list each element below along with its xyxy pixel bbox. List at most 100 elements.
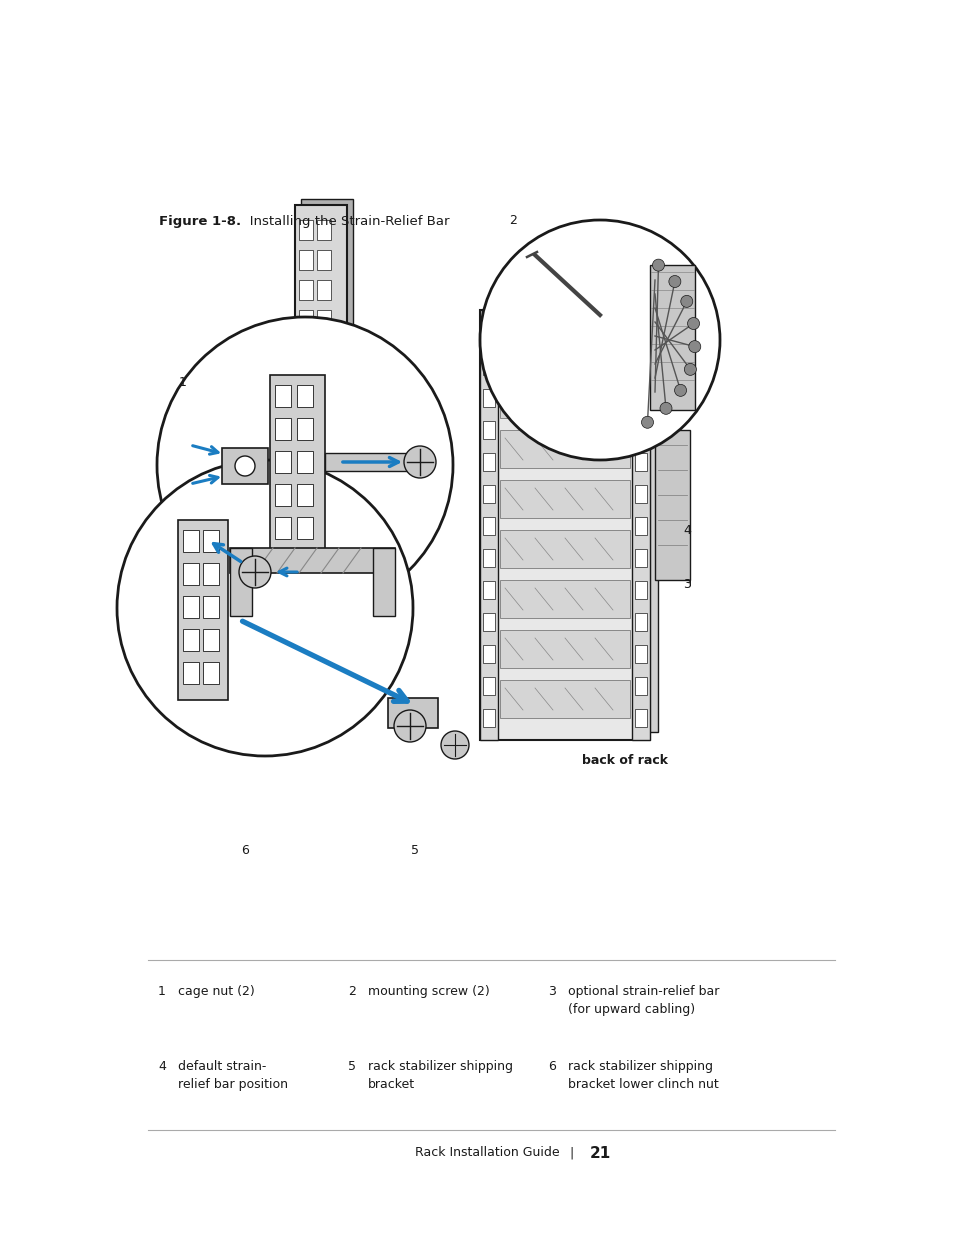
FancyBboxPatch shape [183, 629, 199, 651]
FancyBboxPatch shape [388, 698, 437, 727]
FancyBboxPatch shape [499, 430, 629, 468]
FancyBboxPatch shape [482, 613, 495, 631]
Circle shape [683, 363, 696, 375]
FancyBboxPatch shape [296, 385, 313, 408]
FancyBboxPatch shape [635, 677, 646, 695]
FancyBboxPatch shape [296, 451, 313, 473]
Text: 6: 6 [241, 844, 249, 857]
FancyBboxPatch shape [298, 459, 313, 480]
Circle shape [117, 459, 413, 756]
FancyBboxPatch shape [482, 677, 495, 695]
FancyBboxPatch shape [635, 485, 646, 503]
FancyBboxPatch shape [635, 421, 646, 438]
FancyBboxPatch shape [635, 580, 646, 599]
FancyBboxPatch shape [298, 520, 313, 540]
FancyBboxPatch shape [298, 310, 313, 330]
FancyBboxPatch shape [635, 389, 646, 408]
FancyBboxPatch shape [482, 550, 495, 567]
Circle shape [479, 220, 720, 459]
Circle shape [668, 275, 680, 288]
FancyBboxPatch shape [274, 385, 291, 408]
FancyBboxPatch shape [635, 709, 646, 727]
FancyBboxPatch shape [499, 330, 629, 368]
FancyBboxPatch shape [230, 548, 395, 573]
Text: 6: 6 [547, 1060, 556, 1073]
FancyBboxPatch shape [316, 280, 331, 300]
FancyBboxPatch shape [635, 613, 646, 631]
Text: 2: 2 [348, 986, 355, 998]
Circle shape [687, 317, 699, 330]
FancyBboxPatch shape [203, 662, 219, 684]
Text: Rack Installation Guide: Rack Installation Guide [415, 1146, 559, 1160]
Text: 1: 1 [158, 986, 166, 998]
FancyBboxPatch shape [316, 520, 331, 540]
FancyBboxPatch shape [222, 448, 268, 484]
FancyBboxPatch shape [325, 453, 413, 471]
FancyBboxPatch shape [482, 517, 495, 535]
FancyBboxPatch shape [183, 662, 199, 684]
Text: Installing the Strain-Relief Bar: Installing the Strain-Relief Bar [236, 215, 449, 228]
Circle shape [403, 446, 436, 478]
FancyBboxPatch shape [296, 484, 313, 506]
FancyBboxPatch shape [183, 530, 199, 552]
FancyBboxPatch shape [203, 597, 219, 618]
FancyBboxPatch shape [294, 205, 347, 725]
Circle shape [674, 384, 686, 396]
Text: 1: 1 [179, 377, 187, 389]
FancyBboxPatch shape [635, 357, 646, 375]
FancyBboxPatch shape [298, 580, 313, 600]
FancyBboxPatch shape [316, 220, 331, 240]
FancyBboxPatch shape [298, 280, 313, 300]
FancyBboxPatch shape [298, 610, 313, 630]
Circle shape [394, 710, 426, 742]
FancyBboxPatch shape [296, 417, 313, 440]
FancyBboxPatch shape [316, 490, 331, 510]
FancyBboxPatch shape [655, 430, 689, 580]
FancyBboxPatch shape [482, 389, 495, 408]
FancyBboxPatch shape [274, 517, 291, 538]
FancyBboxPatch shape [298, 671, 313, 690]
FancyBboxPatch shape [274, 484, 291, 506]
FancyBboxPatch shape [635, 645, 646, 663]
FancyBboxPatch shape [479, 310, 649, 740]
Text: cage nut (2): cage nut (2) [178, 986, 254, 998]
FancyBboxPatch shape [298, 400, 313, 420]
Text: rack stabilizer shipping
bracket lower clinch nut: rack stabilizer shipping bracket lower c… [567, 1060, 718, 1091]
Text: 2: 2 [509, 214, 517, 226]
FancyBboxPatch shape [183, 597, 199, 618]
FancyBboxPatch shape [301, 199, 353, 719]
Text: 4: 4 [682, 524, 690, 536]
FancyBboxPatch shape [479, 310, 497, 740]
Text: default strain-
relief bar position: default strain- relief bar position [178, 1060, 288, 1091]
Text: 3: 3 [682, 578, 690, 592]
FancyBboxPatch shape [298, 430, 313, 450]
FancyBboxPatch shape [488, 303, 658, 732]
Text: 5: 5 [411, 844, 418, 857]
Circle shape [680, 295, 692, 308]
Circle shape [688, 341, 700, 353]
FancyBboxPatch shape [274, 451, 291, 473]
FancyBboxPatch shape [635, 550, 646, 567]
FancyBboxPatch shape [298, 370, 313, 390]
FancyBboxPatch shape [316, 580, 331, 600]
FancyBboxPatch shape [316, 430, 331, 450]
Text: 5: 5 [348, 1060, 355, 1073]
FancyBboxPatch shape [270, 375, 325, 559]
FancyBboxPatch shape [296, 517, 313, 538]
FancyBboxPatch shape [499, 380, 629, 417]
FancyBboxPatch shape [482, 485, 495, 503]
FancyBboxPatch shape [482, 421, 495, 438]
FancyBboxPatch shape [316, 459, 331, 480]
Text: optional strain-relief bar
(for upward cabling): optional strain-relief bar (for upward c… [567, 986, 719, 1016]
Circle shape [659, 403, 671, 414]
FancyBboxPatch shape [316, 310, 331, 330]
FancyBboxPatch shape [316, 340, 331, 359]
FancyBboxPatch shape [499, 580, 629, 618]
Text: back of rack: back of rack [581, 753, 667, 767]
Text: 4: 4 [158, 1060, 166, 1073]
FancyBboxPatch shape [316, 400, 331, 420]
FancyBboxPatch shape [178, 520, 228, 700]
FancyBboxPatch shape [635, 453, 646, 471]
FancyBboxPatch shape [298, 220, 313, 240]
FancyBboxPatch shape [482, 580, 495, 599]
